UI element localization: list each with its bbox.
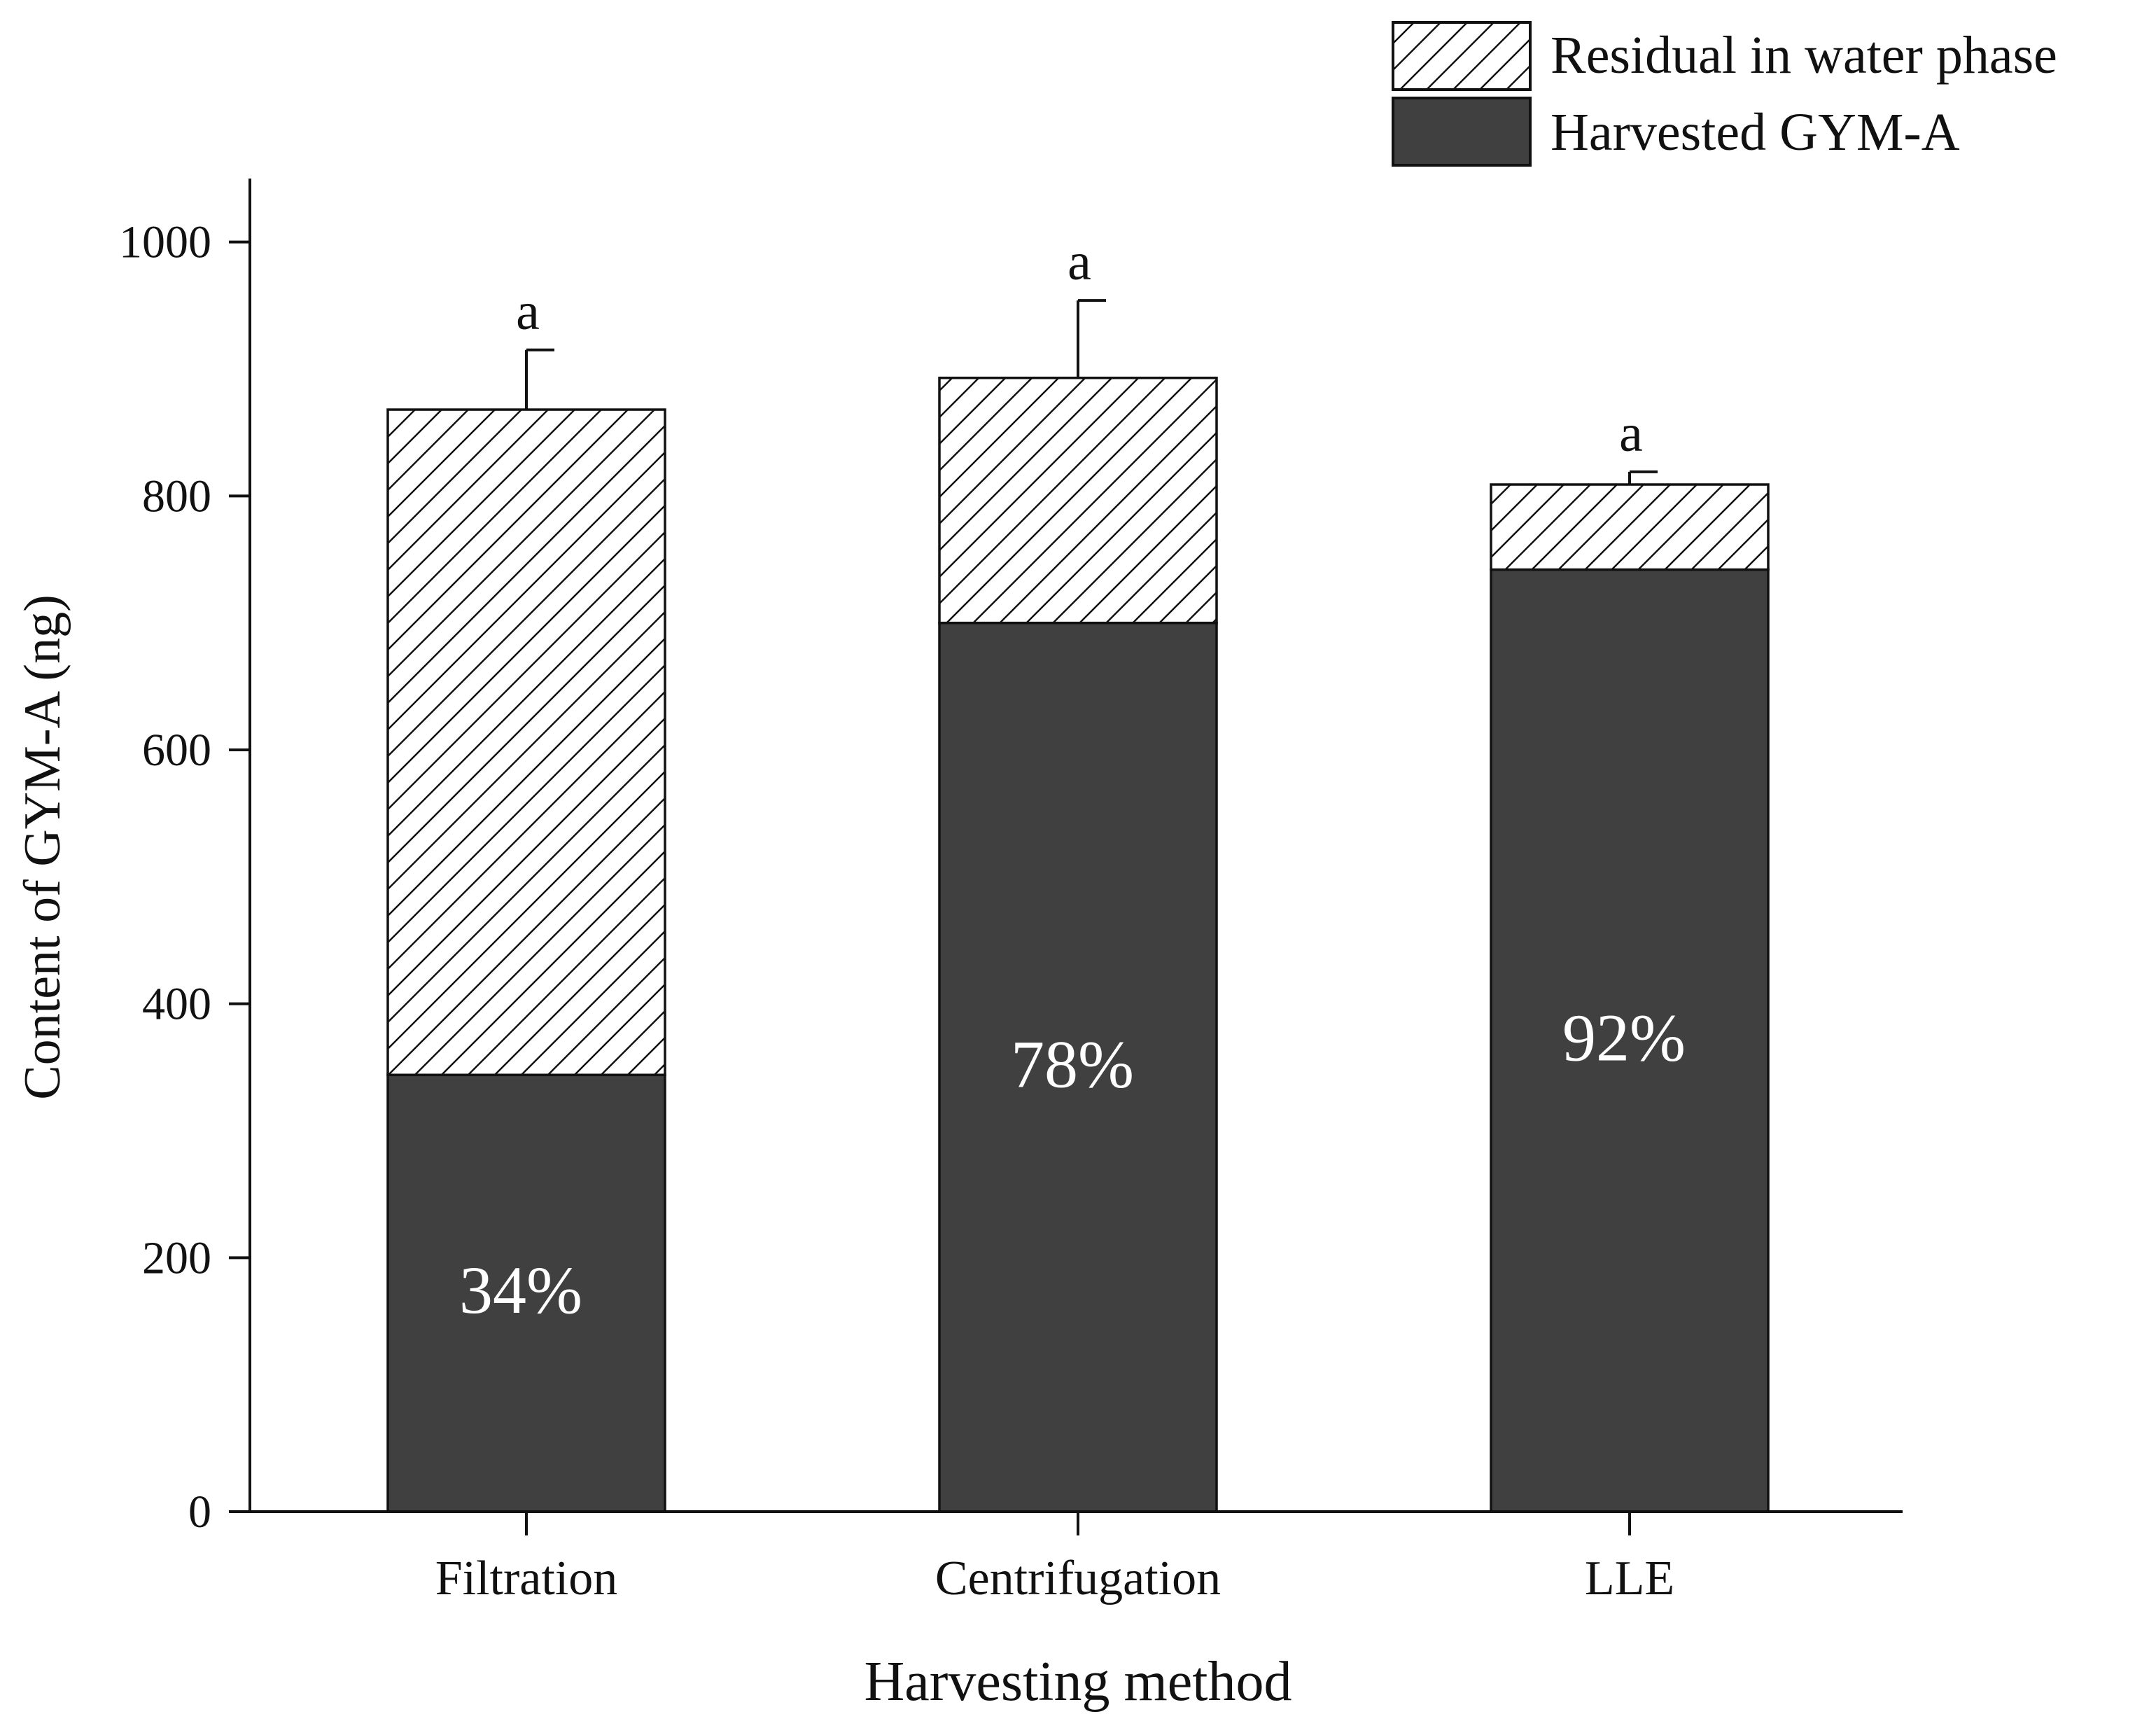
y-axis-title: Content of GYM-A (ng) [14,594,71,1099]
x-tick-label: Filtration [435,1552,618,1605]
bars-layer: a 34% a 78% a 92% [386,232,1770,1513]
y-tick-label: 400 [142,979,211,1030]
legend: Residual in water phase Harvested GYM-A [1392,21,2057,167]
significance-letter: a [1068,232,1091,291]
x-tick-label: Centrifugation [935,1552,1221,1605]
legend-swatch-harvested [1392,97,1532,167]
bar-harvested-lle [1490,568,1770,1513]
data-label-percent: 92% [1562,1000,1686,1075]
data-label-percent: 78% [1011,1026,1134,1101]
bar-harvested-centrifugation [938,621,1218,1513]
bar-residual-centrifugation [938,376,1218,625]
y-tick-label: 800 [142,471,211,522]
significance-letter: a [1619,404,1643,463]
legend-label-harvested: Harvested GYM-A [1550,103,1960,162]
axes-layer: 0 200 400 600 800 1000 Filtration Centrifugatio… [119,179,1903,1605]
bar-harvested-filtration [386,1073,666,1513]
bar-residual-lle [1490,483,1770,571]
legend-swatch-residual [1392,21,1532,91]
significance-letter: a [516,282,540,341]
y-tick-label: 600 [142,725,211,776]
y-tick-label: 200 [142,1232,211,1283]
x-tick-label: LLE [1585,1552,1674,1605]
bar-residual-filtration [386,408,666,1076]
y-tick-label: 1000 [119,217,211,268]
x-axis-title: Harvesting method [864,1651,1292,1713]
legend-label-residual: Residual in water phase [1550,26,2057,85]
y-tick-label: 0 [188,1486,211,1538]
data-label-percent: 34% [459,1253,582,1328]
